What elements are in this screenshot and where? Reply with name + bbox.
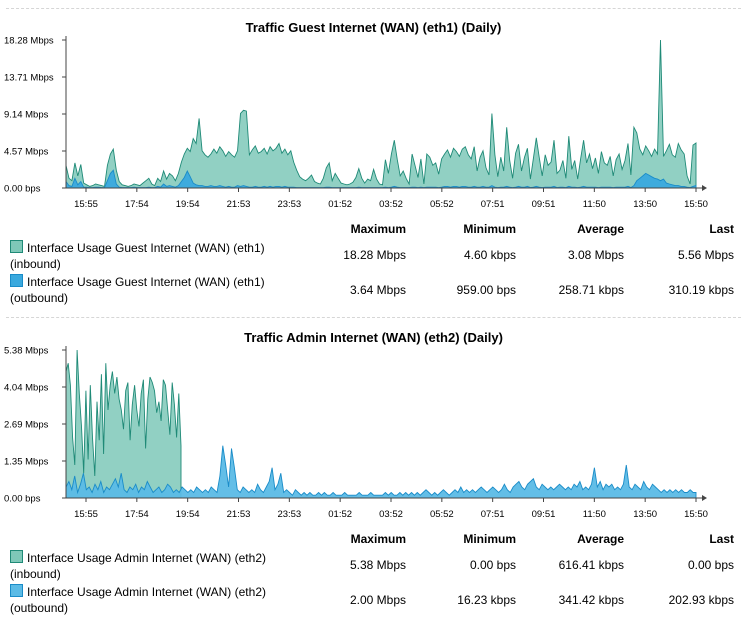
x-tick-label: 11:50 (583, 509, 606, 520)
x-axis-arrow (702, 495, 707, 501)
header-minimum: Minimum (463, 532, 516, 546)
y-tick-label: 13.71 Mbps (4, 73, 54, 84)
eth2-inbound-maximum: 5.38 Mbps (349, 558, 406, 572)
section-divider (6, 317, 741, 318)
top-divider (6, 8, 741, 9)
x-tick-label: 11:50 (583, 199, 606, 210)
series-area-inbound (65, 39, 697, 189)
chart-eth2: 5.38 Mbps 4.04 Mbps 2.69 Mbps 1.35 Mbps 0.00… (4, 346, 708, 521)
eth2-inbound-last: 0.00 bps (687, 558, 734, 572)
x-tick-label: 01:52 (328, 509, 352, 520)
y-tick-label: 0.00 bps (4, 184, 41, 195)
legend-swatch (10, 584, 23, 597)
series-area-outbound (65, 445, 697, 499)
y-tick-label: 4.04 Mbps (4, 383, 49, 394)
eth1-inbound-last: 5.56 Mbps (677, 248, 734, 262)
chart-title-eth2: Traffic Admin Internet (WAN) (eth2) (Dai… (244, 330, 503, 345)
header-last: Last (709, 532, 734, 546)
x-tick-label: 13:50 (633, 199, 657, 210)
x-tick-label: 07:51 (481, 509, 505, 520)
x-tick-label: 15:50 (684, 199, 708, 210)
header-last: Last (709, 222, 734, 236)
header-maximum: Maximum (350, 532, 406, 546)
y-tick-label: 2.69 Mbps (4, 420, 49, 431)
y-tick-label: 18.28 Mbps (4, 36, 54, 47)
x-tick-label: 23:53 (277, 509, 301, 520)
legend-swatch (10, 274, 23, 287)
legend-item-eth1-outbound: Interface Usage Guest Internet (WAN) (et… (10, 274, 300, 306)
eth1-outbound-last: 310.19 kbps (668, 283, 734, 297)
y-tick-label: 5.38 Mbps (4, 346, 49, 357)
chart-title-eth1: Traffic Guest Internet (WAN) (eth1) (Dai… (245, 20, 502, 35)
legend-item-eth1-inbound: Interface Usage Guest Internet (WAN) (et… (10, 240, 300, 272)
x-tick-label: 07:51 (481, 199, 505, 210)
legend-swatch (10, 550, 23, 563)
eth2-inbound-average: 616.41 kbps (558, 558, 624, 572)
x-tick-label: 09:51 (532, 509, 556, 520)
eth2-outbound-maximum: 2.00 Mbps (349, 593, 406, 607)
x-tick-label: 17:54 (125, 509, 149, 520)
x-tick-label: 09:51 (532, 199, 556, 210)
x-tick-label: 05:52 (430, 199, 454, 210)
y-tick-label: 0.00 bps (4, 494, 41, 505)
x-tick-label: 03:52 (379, 199, 403, 210)
legend-label: Interface Usage Guest Internet (WAN) (et… (10, 275, 265, 305)
header-minimum: Minimum (463, 222, 516, 236)
x-tick-label: 15:50 (684, 509, 708, 520)
eth1-inbound-average: 3.08 Mbps (567, 248, 624, 262)
legend-item-eth2-inbound: Interface Usage Admin Internet (WAN) (et… (10, 550, 300, 582)
x-tick-label: 13:50 (633, 509, 657, 520)
x-tick-label: 15:55 (74, 199, 98, 210)
y-tick-label: 1.35 Mbps (4, 457, 49, 468)
eth1-outbound-minimum: 959.00 bps (456, 283, 516, 297)
header-average: Average (577, 222, 624, 236)
x-axis-arrow (702, 185, 707, 191)
x-tick-label: 23:53 (277, 199, 301, 210)
x-tick-label: 05:52 (430, 509, 454, 520)
x-tick-label: 15:55 (74, 509, 98, 520)
legend-swatch (10, 240, 23, 253)
y-tick-label: 4.57 Mbps (4, 147, 49, 158)
eth1-inbound-maximum: 18.28 Mbps (343, 248, 406, 262)
x-tick-label: 17:54 (125, 199, 149, 210)
header-maximum: Maximum (350, 222, 406, 236)
x-tick-label: 03:52 (379, 509, 403, 520)
x-tick-label: 21:53 (227, 509, 251, 520)
eth2-inbound-minimum: 0.00 bps (469, 558, 516, 572)
eth2-outbound-last: 202.93 kbps (668, 593, 734, 607)
legend-item-eth2-outbound: Interface Usage Admin Internet (WAN) (et… (10, 584, 300, 616)
chart-eth1: 18.28 Mbps 13.71 Mbps 9.14 Mbps 4.57 Mbps 0.… (4, 36, 708, 211)
eth1-inbound-minimum: 4.60 kbps (463, 248, 516, 262)
legend-label: Interface Usage Admin Internet (WAN) (et… (10, 551, 266, 581)
header-average: Average (577, 532, 624, 546)
eth1-outbound-average: 258.71 kbps (558, 283, 624, 297)
series-area-inbound (65, 349, 182, 499)
eth1-outbound-maximum: 3.64 Mbps (349, 283, 406, 297)
eth2-outbound-average: 341.42 kbps (558, 593, 624, 607)
legend-label: Interface Usage Admin Internet (WAN) (et… (10, 585, 266, 615)
x-tick-label: 21:53 (227, 199, 251, 210)
x-tick-label: 19:54 (176, 199, 200, 210)
x-tick-label: 19:54 (176, 509, 200, 520)
eth2-outbound-minimum: 16.23 kbps (457, 593, 516, 607)
legend-label: Interface Usage Guest Internet (WAN) (et… (10, 241, 265, 271)
y-tick-label: 9.14 Mbps (4, 110, 49, 121)
x-tick-label: 01:52 (328, 199, 352, 210)
